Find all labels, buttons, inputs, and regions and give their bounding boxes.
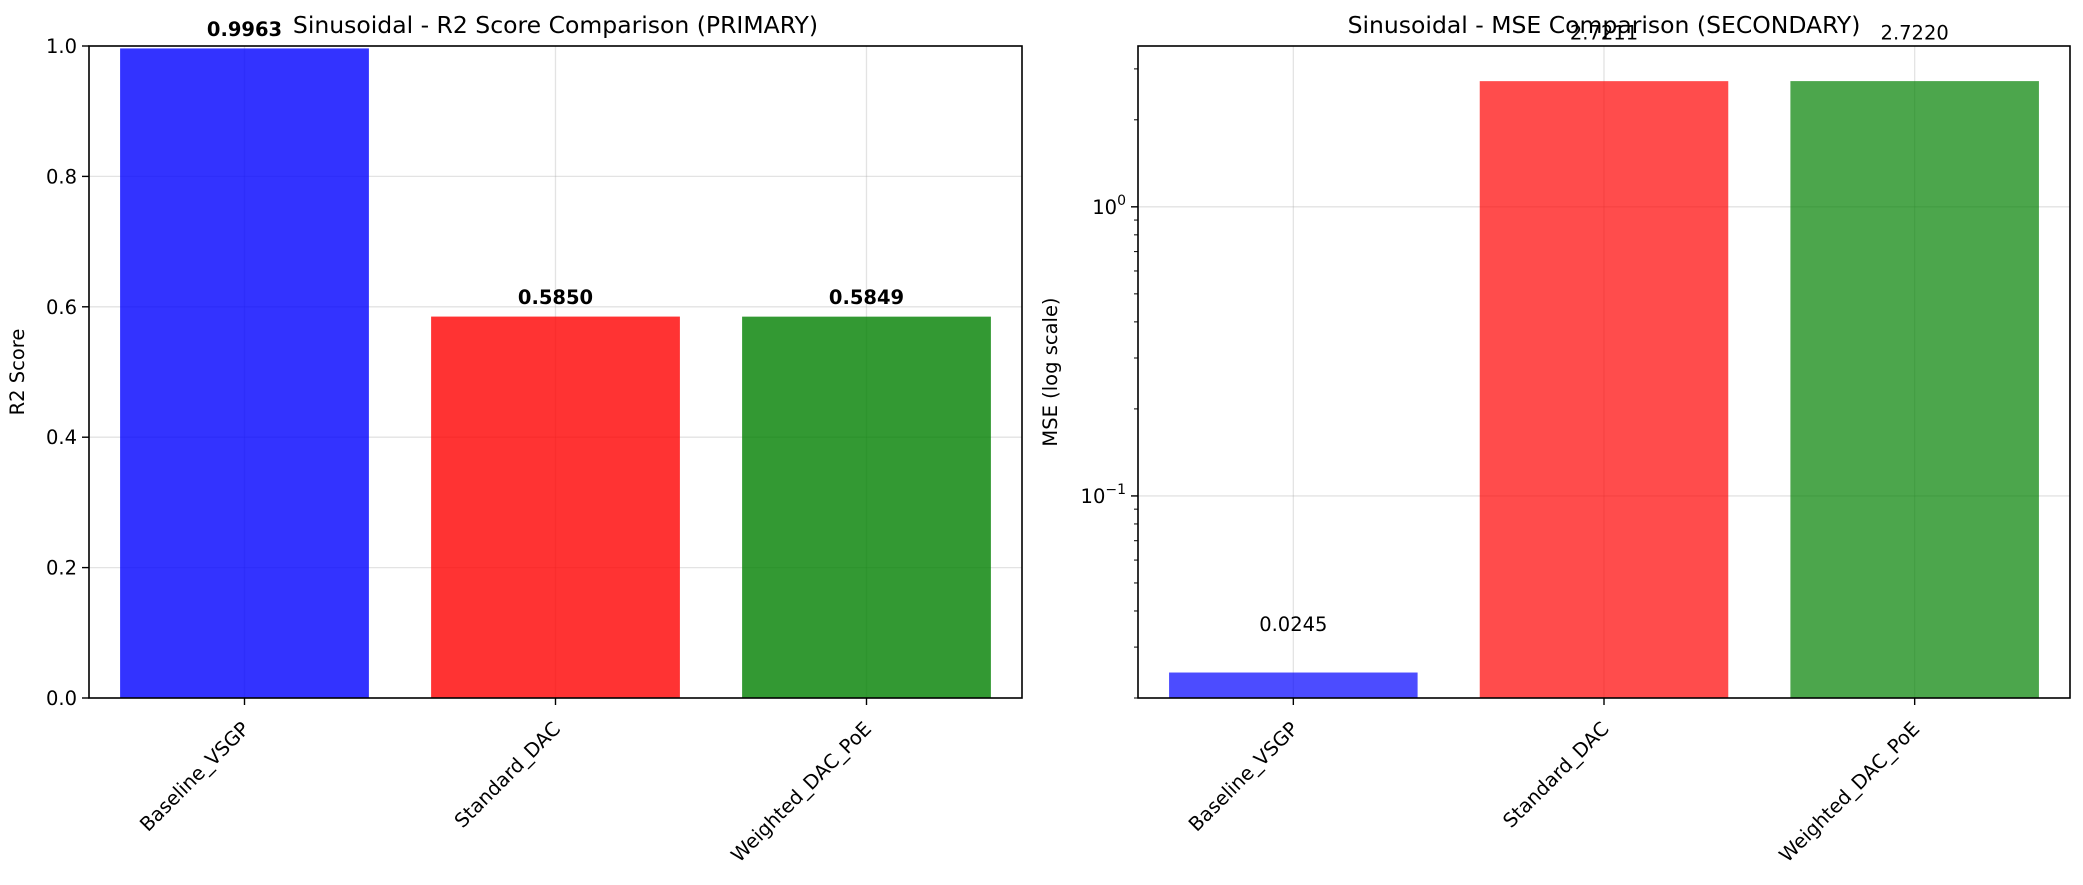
y-tick-label: 0.8 <box>46 165 77 188</box>
bar-value-label: 2.7211 <box>1570 21 1638 44</box>
bar-weighted-dac-poe <box>742 316 991 698</box>
y-tick-label: 100 <box>1092 193 1126 219</box>
y-axis-label: R2 Score <box>6 329 29 416</box>
chart-title: Sinusoidal - R2 Score Comparison (PRIMAR… <box>293 11 818 39</box>
bar-value-label: 0.5849 <box>829 286 904 309</box>
x-tick-label: Baseline_VSGP <box>1184 717 1303 836</box>
x-tick-label: Weighted_DAC_PoE <box>1775 717 1924 866</box>
bar-standard-dac <box>1479 81 1729 698</box>
x-tick-label: Standard_DAC <box>1498 717 1613 832</box>
bar-value-label: 2.7220 <box>1881 21 1949 44</box>
bar-baseline-vsgp <box>1169 672 1418 698</box>
y-tick-label: 0.2 <box>46 557 77 580</box>
x-tick-label: Weighted_DAC_PoE <box>727 717 876 866</box>
bar-value-label: 0.9963 <box>207 18 282 41</box>
bar-value-label: 0.0245 <box>1259 613 1327 636</box>
y-tick-label: 0.6 <box>46 296 77 319</box>
bar-standard-dac <box>431 316 680 698</box>
chart-title: Sinusoidal - MSE Comparison (SECONDARY) <box>1348 11 1861 39</box>
y-tick-label: 10−1 <box>1081 482 1126 508</box>
bar-value-label: 0.5850 <box>518 286 593 309</box>
bar-baseline-vsgp <box>120 48 369 698</box>
y-tick-label: 0.4 <box>46 426 77 449</box>
x-tick-label: Standard_DAC <box>450 717 565 832</box>
y-tick-label: 0.0 <box>46 687 77 710</box>
y-tick-label: 1.0 <box>46 35 77 58</box>
mse-chart: Baseline_VSGP Standard_DAC Weighted_DAC_Po… <box>1039 11 2071 867</box>
y-axis-label: MSE (log scale) <box>1039 297 1062 446</box>
r2-score-chart: Baseline_VSGP Standard_DAC Weighted_DAC_Po… <box>6 11 1023 867</box>
x-tick-label: Baseline_VSGP <box>135 717 254 836</box>
bar-weighted-dac-poe <box>1790 81 2039 698</box>
